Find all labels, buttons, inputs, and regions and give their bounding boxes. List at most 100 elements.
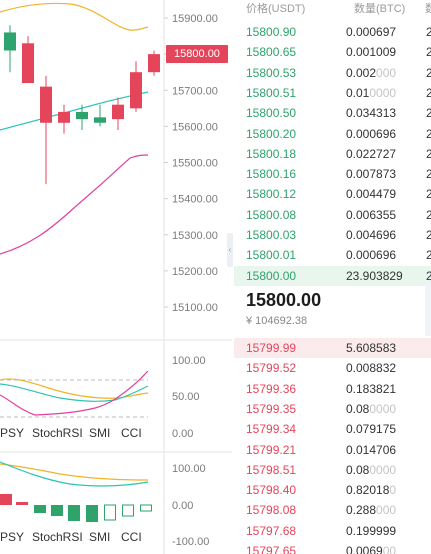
ask-quantity-value: 0.183821	[346, 381, 397, 396]
ask-quantity: 0.079175	[346, 419, 396, 439]
ask-quantity-value: 0.288	[346, 503, 377, 518]
ask-row[interactable]: 15798.08 0.288000	[234, 500, 431, 520]
bid-total: 2	[426, 268, 431, 283]
candle-body-down[interactable]	[22, 43, 34, 84]
bid-quantity: 23.903829	[346, 266, 403, 286]
ask-quantity: 0.183821	[346, 379, 396, 399]
oscillator-axis-100: 100.00	[172, 355, 206, 367]
bid-row[interactable]: 15800.16 0.007873 2	[234, 164, 431, 184]
bid-quantity-value: 0.000696	[346, 126, 397, 141]
ask-quantity-value: 0.014706	[346, 442, 397, 457]
bid-quantity-value: 0.006355	[346, 207, 397, 222]
mid-price-block[interactable]: 15800.00 ¥ 104692.38	[234, 284, 431, 336]
bid-quantity-value: 0.001009	[346, 45, 397, 60]
macd-histogram-bar	[34, 505, 46, 513]
ask-row[interactable]: 15799.21 0.014706	[234, 440, 431, 460]
bid-price: 15800.65	[246, 45, 297, 60]
kline-chart-canvas[interactable]: 15900.00 15800.00 15700.00 15600.00 15500.00…	[0, 0, 232, 554]
bid-row[interactable]: 15800.00 23.903829 2	[234, 265, 431, 286]
indicator-tab-cci[interactable]: CCI	[121, 530, 142, 544]
oscillator-axis-0: 0.00	[172, 428, 193, 440]
ask-row[interactable]: 15799.36 0.183821	[234, 379, 431, 399]
ask-price: 15799.99	[246, 341, 297, 355]
header-price: 价格(USDT)	[246, 3, 306, 15]
bid-quantity: 0.004696	[346, 225, 396, 245]
bid-row[interactable]: 15800.20 0.000696 2	[234, 124, 431, 144]
indicator-tab-stochrsi[interactable]: StochRSI	[32, 530, 83, 544]
ask-quantity-value: 0.08	[346, 401, 370, 416]
indicator-tab-psy[interactable]: PSY	[0, 530, 24, 544]
ask-price: 15798.08	[246, 503, 297, 518]
candle-body-up[interactable]	[4, 32, 16, 51]
ma-line-orange	[0, 2, 149, 31]
bid-total: 2	[426, 187, 431, 202]
bid-row[interactable]: 15800.12 0.004479 2	[234, 184, 431, 204]
header-total: 数	[425, 3, 431, 15]
ask-quantity-value: 5.608583	[346, 341, 397, 355]
candle-body-up[interactable]	[76, 111, 88, 120]
ask-row[interactable]: 15797.65 0.006900	[234, 541, 431, 554]
ask-quantity-value: 0.008832	[346, 361, 397, 376]
kline-chart[interactable]: 15900.00 15800.00 15700.00 15600.00 15500.00…	[0, 0, 233, 554]
indicator-tab-smi[interactable]: SMI	[89, 530, 110, 544]
price-axis-label: 15100.00	[172, 302, 218, 314]
ask-quantity-trailing-zeros: 0000	[369, 401, 397, 416]
candle-body-down[interactable]	[40, 86, 52, 123]
order-book-header: 价格(USDT) 数量(BTC) 数	[234, 0, 431, 15]
candle-body-down[interactable]	[58, 111, 70, 123]
indicator-tab-psy[interactable]: PSY	[0, 426, 24, 440]
ask-row[interactable]: 15799.35 0.080000	[234, 399, 431, 419]
bid-row[interactable]: 15800.08 0.006355 2	[234, 205, 431, 225]
bid-quantity: 0.000697	[346, 22, 396, 42]
ma-line-teal	[0, 91, 149, 131]
bid-quantity-value: 0.002	[346, 65, 377, 80]
ask-row[interactable]: 15799.52 0.008832	[234, 358, 431, 378]
bid-price: 15800.08	[246, 207, 297, 222]
ask-price: 15798.40	[246, 483, 297, 498]
current-price-tag: 15800.00	[166, 45, 228, 63]
candle-body-up[interactable]	[94, 117, 106, 123]
bid-price: 15800.53	[246, 65, 297, 80]
ask-quantity-value: 0.0069	[346, 544, 383, 554]
ask-row[interactable]: 15798.51 0.080000	[234, 460, 431, 480]
candle-body-down[interactable]	[130, 72, 142, 109]
mid-side-strip	[425, 284, 431, 336]
ask-row[interactable]: 15798.40 0.820180	[234, 480, 431, 500]
bid-quantity-value: 0.000696	[346, 248, 397, 263]
bid-row[interactable]: 15800.51 0.010000 2	[234, 83, 431, 103]
candle-body-down[interactable]	[112, 104, 124, 120]
ask-price: 15797.68	[246, 523, 297, 538]
indicator-tab-smi[interactable]: SMI	[89, 426, 110, 440]
candle-body-down[interactable]	[148, 54, 160, 73]
bid-quantity-value: 0.000697	[346, 25, 397, 39]
ask-quantity: 0.080000	[346, 460, 396, 480]
macd-histogram-bar	[104, 504, 116, 521]
bid-row[interactable]: 15800.01 0.000696 2	[234, 245, 431, 265]
ask-row[interactable]: 15799.34 0.079175	[234, 419, 431, 439]
bid-row[interactable]: 15800.03 0.004696 2	[234, 225, 431, 245]
bid-price: 15800.51	[246, 85, 297, 100]
bid-row[interactable]: 15800.18 0.022727 2	[234, 144, 431, 164]
ask-quantity-value: 0.079175	[346, 422, 397, 437]
bid-row[interactable]: 15800.50 0.034313 2	[234, 103, 431, 123]
bid-total: 2	[426, 25, 431, 39]
panel-collapse-handle[interactable]: ‹	[227, 233, 233, 267]
macd-histogram-bar	[86, 505, 98, 522]
ask-row[interactable]: 15799.99 5.608583	[234, 338, 431, 358]
ask-quantity-value: 0.82018	[346, 483, 390, 498]
bid-row[interactable]: 15800.90 0.000697 2	[234, 22, 431, 42]
bid-price: 15800.03	[246, 228, 297, 242]
ask-row[interactable]: 15797.68 0.199999	[234, 521, 431, 541]
bid-quantity-value: 0.01	[346, 85, 370, 100]
indicator-tab-stochrsi[interactable]: StochRSI	[32, 426, 83, 440]
bid-quantity-value: 0.034313	[346, 106, 397, 121]
oscillator-line-orange	[0, 378, 149, 399]
ask-quantity-value: 0.199999	[346, 523, 397, 538]
bid-quantity-value: 0.004696	[346, 228, 397, 242]
indicator-tab-cci[interactable]: CCI	[121, 426, 142, 440]
bid-row[interactable]: 15800.65 0.001009 2	[234, 42, 431, 62]
macd-signal-line	[0, 463, 149, 481]
bid-row[interactable]: 15800.53 0.002000 2	[234, 63, 431, 83]
bid-quantity: 0.000696	[346, 124, 396, 144]
ask-quantity: 0.080000	[346, 399, 396, 419]
